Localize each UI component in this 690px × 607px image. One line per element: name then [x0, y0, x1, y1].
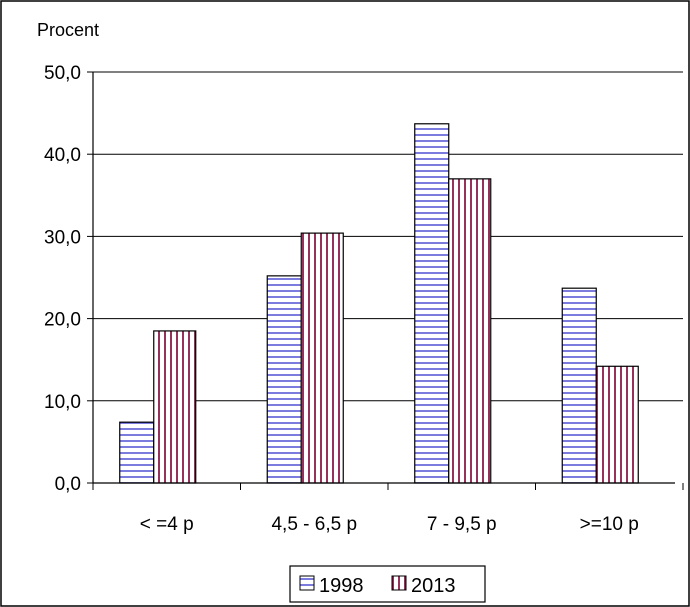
y-axis-title: Procent: [37, 20, 99, 40]
x-tick-label: 4,5 - 6,5 p: [271, 514, 357, 535]
bar-2013-0: [153, 330, 197, 484]
y-tick-label: 40,0: [44, 145, 81, 166]
x-tick-label: < =4 p: [140, 514, 194, 535]
bar-2013-3: [595, 365, 639, 484]
y-tick-label: 30,0: [44, 227, 81, 248]
bar-2013-2: [448, 178, 492, 484]
x-axis-ticks: < =4 p 4,5 - 6,5 p 7 - 9,5 p >=10 p: [92, 483, 684, 535]
bar-1998-2: [414, 123, 450, 484]
y-tick-label: 50,0: [44, 63, 81, 84]
legend-swatch-1998: [299, 575, 315, 591]
axes: [92, 72, 675, 484]
x-tick-label: >=10 p: [580, 514, 639, 535]
bars: [119, 123, 639, 484]
bar-1998-3: [561, 287, 597, 484]
bar-1998-0: [119, 421, 155, 484]
legend-label-2013: 2013: [411, 575, 456, 597]
bar-2013-1: [300, 232, 344, 484]
x-tick-label: 7 - 9,5 p: [427, 514, 497, 535]
legend: 1998 2013: [289, 565, 486, 603]
y-tick-label: 0,0: [55, 474, 81, 495]
legend-box: [289, 565, 486, 603]
y-tick-label: 20,0: [44, 310, 81, 331]
y-tick-label: 10,0: [44, 392, 81, 413]
legend-label-1998: 1998: [319, 575, 364, 597]
bar-1998-1: [266, 275, 302, 484]
y-axis-ticks: 0,0 10,0 20,0 30,0 40,0 50,0: [44, 63, 93, 495]
legend-swatch-2013: [391, 575, 407, 591]
